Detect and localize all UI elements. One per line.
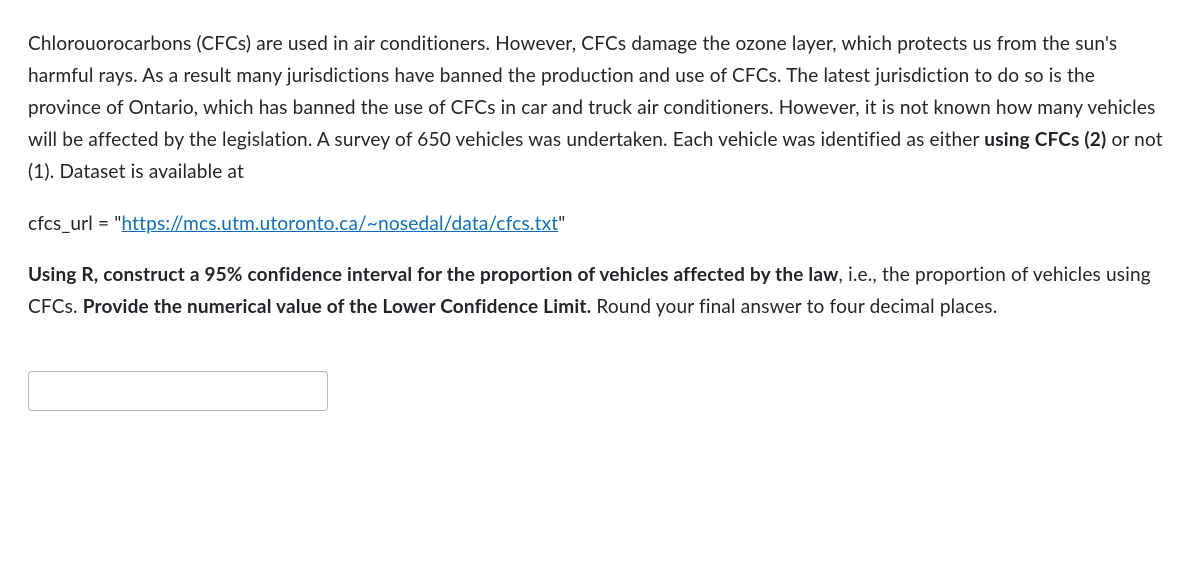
question-paragraph-3-bold1: Using R, construct a 95% confidence inte… — [28, 263, 839, 286]
question-paragraph-1: Chlorouorocarbons (CFCs) are used in air… — [28, 28, 1172, 188]
question-paragraph-3-bold2: Provide the numerical value of the Lower… — [83, 295, 592, 318]
question-container: Chlorouorocarbons (CFCs) are used in air… — [0, 0, 1200, 439]
url-var-assign: cfcs_url = " — [28, 212, 122, 235]
question-paragraph-3-post: Round your final answer to four decimal … — [591, 295, 997, 318]
url-line: cfcs_url = "https://mcs.utm.utoronto.ca/… — [28, 208, 1172, 240]
dataset-url-link[interactable]: https://mcs.utm.utoronto.ca/~nosedal/dat… — [122, 212, 559, 235]
url-var-tail: " — [558, 212, 565, 235]
question-paragraph-1-bold: using CFCs (2) — [984, 128, 1106, 151]
question-paragraph-3: Using R, construct a 95% confidence inte… — [28, 259, 1172, 323]
answer-input[interactable] — [28, 371, 328, 411]
